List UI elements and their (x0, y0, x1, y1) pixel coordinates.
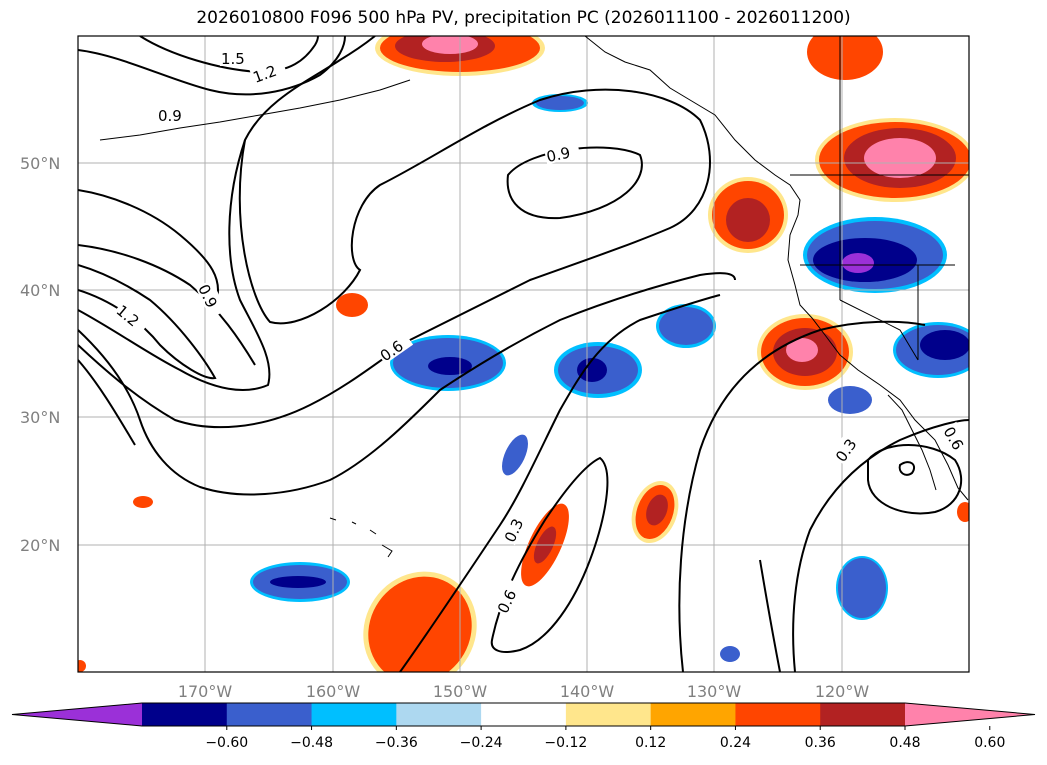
colorbar-tick-label: −0.48 (290, 735, 333, 751)
colorbar-extend-high (905, 703, 1035, 726)
lat-ticks: 50°N 40°N 30°N 20°N (20, 154, 60, 555)
lat-tick: 30°N (20, 408, 60, 427)
colorbar-outline (11, 702, 1036, 727)
gridlines (78, 36, 969, 672)
lat-tick: 40°N (20, 281, 60, 300)
lon-tick: 140°W (560, 682, 615, 701)
pv-contours (78, 36, 969, 672)
lat-tick: 50°N (20, 154, 60, 173)
colorbar-segment (565, 703, 652, 726)
colorbar-segment (820, 703, 906, 726)
colorbar-extend-low (12, 703, 142, 726)
lon-tick: 130°W (687, 682, 742, 701)
colorbar-segment (226, 703, 313, 726)
colorbar-segment (735, 703, 821, 726)
colorbar-tick-label: −0.60 (205, 735, 248, 751)
colorbar-segment (311, 703, 397, 726)
colorbar-tick-label: 0.12 (635, 735, 666, 751)
colorbar-tick-label: 0.36 (805, 735, 836, 751)
colorbar: −0.60 −0.48 −0.36 −0.24 −0.12 0.12 0.24 0.36 0.4… (11, 702, 1036, 751)
colorbar-tick-label: 0.60 (974, 735, 1005, 751)
colorbar-tick-label: −0.24 (460, 735, 503, 751)
map-area: 1.5 1.2 0.9 0.9 0.9 1.2 0.6 0.3 0.6 0.3 … (78, 36, 969, 672)
colorbar-tick-label: 0.48 (889, 735, 920, 751)
chart-title: 2026010800 F096 500 hPa PV, precipitatio… (196, 8, 851, 28)
precip-negative-shading (250, 94, 969, 662)
lon-tick: 120°W (815, 682, 870, 701)
lat-tick: 20°N (20, 536, 60, 555)
lon-tick: 160°W (306, 682, 361, 701)
contour-label: 0.9 (158, 107, 182, 125)
lon-tick: 150°W (433, 682, 488, 701)
contour-label: 0.9 (545, 144, 572, 167)
colorbar-tick-label: −0.36 (375, 735, 418, 751)
colorbar-tick-label: 0.24 (720, 735, 751, 751)
colorbar-segment (650, 703, 736, 726)
precip-positive-shading (78, 36, 969, 672)
map-frame (77, 35, 970, 673)
lon-ticks: 170°W 160°W 150°W 140°W 130°W 120°W (178, 682, 870, 701)
colorbar-segment (396, 703, 482, 726)
lon-tick: 170°W (178, 682, 233, 701)
coastlines (99, 36, 969, 558)
colorbar-segment (142, 703, 228, 726)
colorbar-segment (481, 703, 567, 726)
contour-label: 1.5 (221, 50, 245, 68)
colorbar-tick-label: −0.12 (544, 735, 587, 751)
